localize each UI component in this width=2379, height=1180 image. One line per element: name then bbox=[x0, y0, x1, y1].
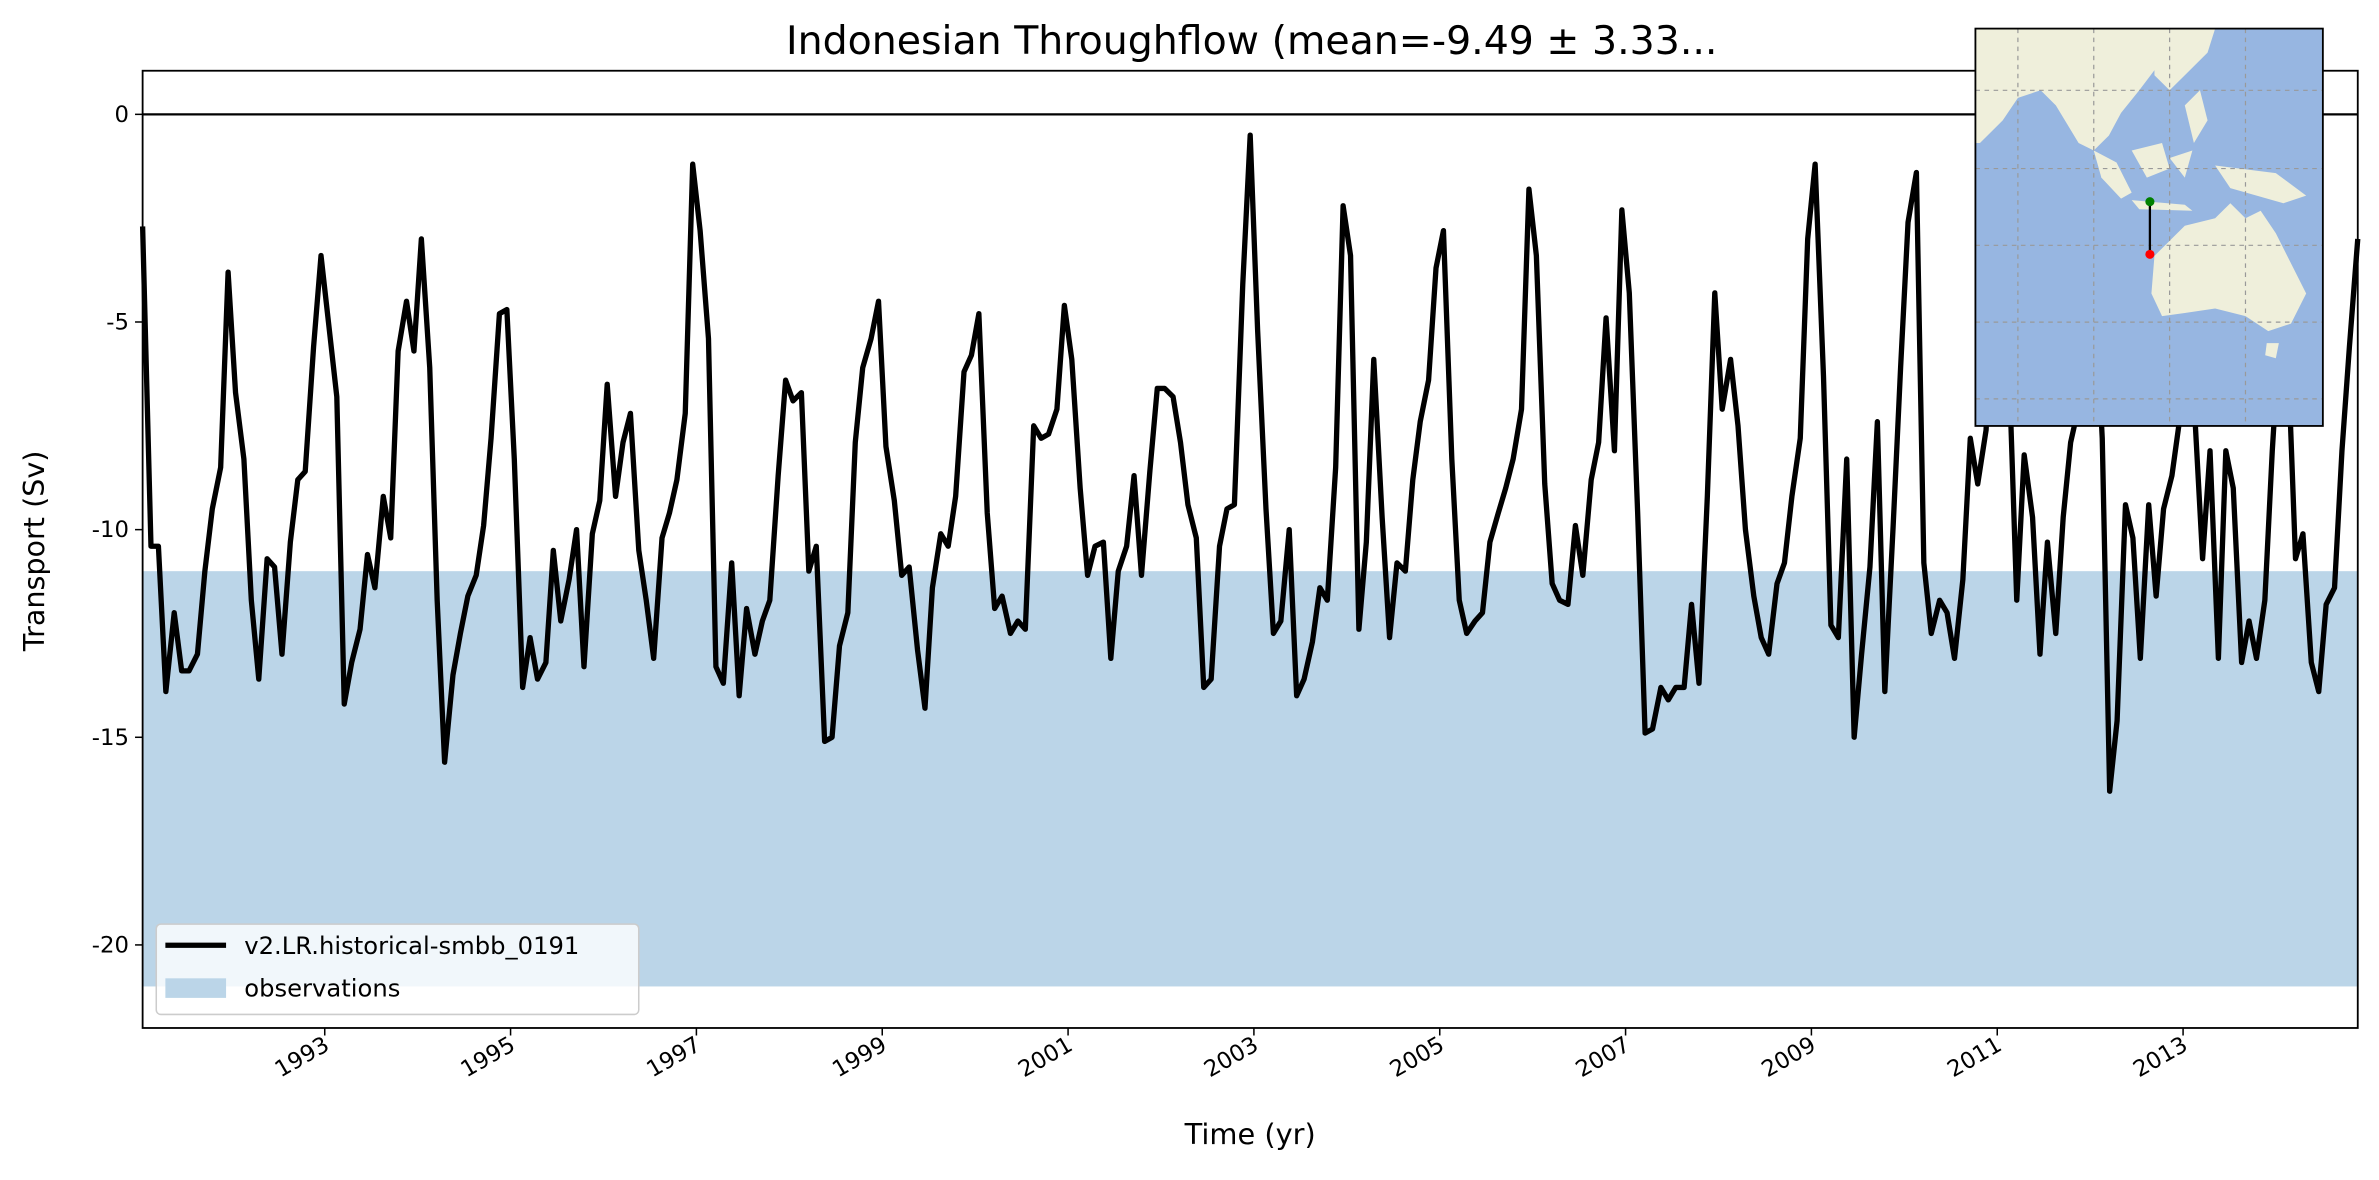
y-tick-label: -5 bbox=[106, 310, 129, 336]
land bbox=[2093, 150, 2132, 199]
section-end bbox=[2145, 249, 2155, 259]
inset-frame bbox=[1974, 27, 2324, 427]
land bbox=[2265, 343, 2279, 359]
legend-box bbox=[155, 923, 640, 1016]
observations-band bbox=[142, 571, 2358, 987]
legend-label: observations bbox=[244, 974, 400, 1002]
legend-label: v2.LR.historical-smbb_0191 bbox=[244, 932, 579, 960]
y-tick-label: -20 bbox=[92, 933, 129, 959]
y-tick-label: -10 bbox=[92, 517, 129, 543]
y-axis-label: Transport (Sv) bbox=[17, 451, 51, 653]
land bbox=[1975, 28, 2163, 151]
x-axis-label: Time (yr) bbox=[1184, 1117, 1316, 1151]
legend: v2.LR.historical-smbb_0191 observations bbox=[155, 923, 640, 1016]
axes-frame bbox=[141, 69, 2359, 1029]
legend-patch bbox=[165, 978, 227, 998]
land bbox=[2169, 150, 2193, 178]
chart-title: Indonesian Throughflow (mean=-9.49 ± 3.3… bbox=[786, 19, 1717, 64]
land bbox=[2151, 203, 2307, 332]
inset-map bbox=[1974, 27, 2324, 427]
land bbox=[2215, 165, 2307, 204]
section-start bbox=[2145, 197, 2155, 207]
y-tick-label: -15 bbox=[92, 725, 129, 751]
y-tick-label: 0 bbox=[114, 102, 128, 128]
